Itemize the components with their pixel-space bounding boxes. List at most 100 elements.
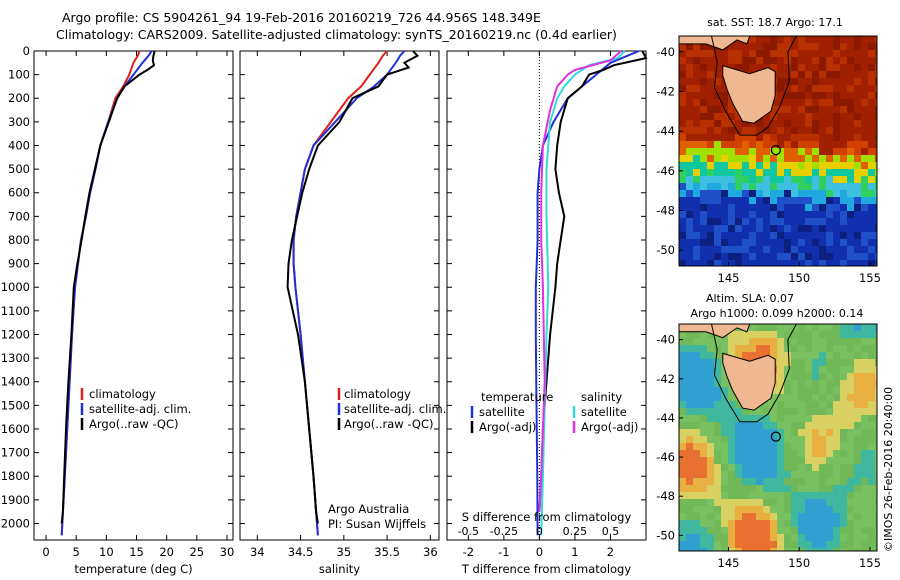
sla-map-cell <box>861 464 868 471</box>
sla-map-cell <box>819 541 826 548</box>
sst-map-cell <box>763 197 770 204</box>
sla-map-cell <box>735 352 742 359</box>
sla-map-cell <box>756 541 763 548</box>
sst-map-cell <box>798 71 805 78</box>
sst-map-cell <box>812 225 819 232</box>
sla-map-cell <box>798 345 805 352</box>
sst-map-cell <box>700 183 707 190</box>
sla-map-cell <box>735 548 742 551</box>
sla-map-cell <box>805 394 812 401</box>
sst-map-cell <box>854 232 861 239</box>
sst-map-cell <box>784 92 791 99</box>
sst-map-cell <box>749 225 756 232</box>
sla-map-cell <box>854 478 861 485</box>
sst-map-cell <box>693 211 700 218</box>
sla-map-cell <box>679 513 686 520</box>
sla-map-cell <box>686 359 693 366</box>
sst-map-cell <box>749 190 756 197</box>
sla-map-cell <box>833 394 840 401</box>
sla-map-cell <box>875 359 877 366</box>
sst-map-cell <box>784 120 791 127</box>
sst-map-ytick-label: -44 <box>656 124 675 138</box>
sla-map-cell <box>686 450 693 457</box>
sla-map-cell <box>826 408 833 415</box>
sla-map-cell <box>700 478 707 485</box>
sst-map-cell <box>784 127 791 134</box>
sst-map-cell <box>756 176 763 183</box>
sst-map-cell <box>805 155 812 162</box>
salinity-xtick-label: 35 <box>337 545 352 559</box>
sla-map-cell <box>714 436 721 443</box>
sst-map-cell <box>679 64 686 71</box>
sla-map-cell <box>798 541 805 548</box>
sla-map-cell <box>805 380 812 387</box>
sla-map-cell <box>707 464 714 471</box>
sla-map-cell <box>742 443 749 450</box>
sla-map-cell <box>868 443 875 450</box>
sst-map-cell <box>805 232 812 239</box>
sla-map-cell <box>679 478 686 485</box>
sla-map-cell <box>840 541 847 548</box>
sst-map-cell <box>854 120 861 127</box>
sla-map-cell <box>805 331 812 338</box>
sst-map-cell <box>728 246 735 253</box>
sst-map-cell <box>812 92 819 99</box>
sla-map-cell <box>798 436 805 443</box>
difference-xtick-label: -2 <box>463 545 474 559</box>
sst-map-cell <box>707 106 714 113</box>
sla-map-cell <box>735 485 742 492</box>
sst-map-cell <box>735 64 742 71</box>
sst-map-cell <box>798 141 805 148</box>
sla-map-cell <box>861 513 868 520</box>
temperature-ytick-label: 600 <box>8 186 30 200</box>
sla-map-cell <box>763 520 770 527</box>
sla-map-cell <box>707 345 714 352</box>
sst-map-cell <box>826 218 833 225</box>
sst-map-cell <box>756 43 763 50</box>
sla-map-cell <box>770 394 777 401</box>
salinity-series-2-line <box>286 50 420 524</box>
sla-map-cell <box>693 331 700 338</box>
sla-map-cell <box>742 499 749 506</box>
sla-map-cell <box>812 415 819 422</box>
sla-map-cell <box>777 541 784 548</box>
sst-map-cell <box>840 225 847 232</box>
sla-map-cell <box>854 338 861 345</box>
sst-map-cell <box>686 85 693 92</box>
sla-map-cell <box>707 366 714 373</box>
sla-map-cell <box>847 415 854 422</box>
sst-map-cell <box>679 190 686 197</box>
sla-map-cell <box>749 485 756 492</box>
sst-map-cell <box>707 43 714 50</box>
sst-map-cell <box>714 106 721 113</box>
temperature-ytick-label: 1200 <box>1 327 30 341</box>
sla-map-cell <box>819 331 826 338</box>
sst-map-cell <box>679 127 686 134</box>
sla-map-cell <box>819 520 826 527</box>
sla-map-cell <box>854 548 861 551</box>
sla-map-cell <box>679 450 686 457</box>
sla-map-cell <box>700 408 707 415</box>
sst-map-cell <box>749 246 756 253</box>
sla-map-cell <box>847 499 854 506</box>
sst-map-cell <box>833 36 840 43</box>
sst-map-cell <box>819 85 826 92</box>
sla-map-cell <box>798 324 805 331</box>
sst-map-cell <box>700 260 707 266</box>
sla-map-cell <box>847 527 854 534</box>
sla-map-cell <box>777 520 784 527</box>
sst-map-cell <box>784 204 791 211</box>
sla-map-cell <box>763 422 770 429</box>
sla-map-argo-location <box>770 431 782 442</box>
sla-map-cell <box>714 429 721 436</box>
sla-map-cell <box>861 527 868 534</box>
sst-map-cell <box>840 176 847 183</box>
sla-map-cell <box>700 492 707 499</box>
sst-map-cell <box>833 120 840 127</box>
sst-map-cell <box>861 71 868 78</box>
sla-map-cell <box>868 408 875 415</box>
sst-map-cell <box>875 57 877 64</box>
sla-map-cell <box>875 352 877 359</box>
sla-map-cell <box>686 464 693 471</box>
sst-map-cell <box>693 162 700 169</box>
